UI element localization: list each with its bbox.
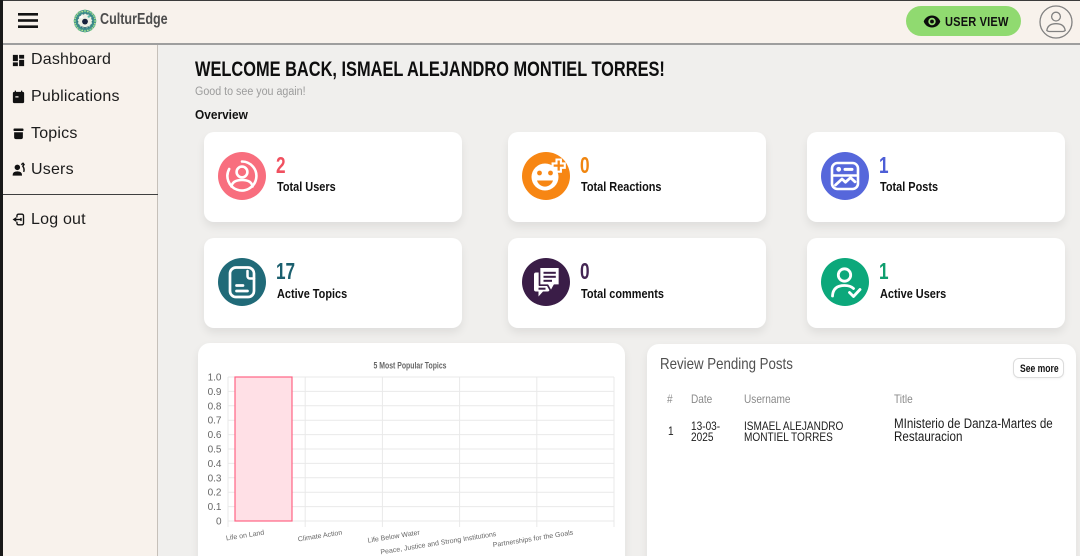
svg-text:0.5: 0.5: [208, 445, 222, 456]
svg-text:0.2: 0.2: [208, 488, 222, 499]
svg-text:Climate Action: Climate Action: [298, 530, 343, 544]
svg-text:0.4: 0.4: [208, 459, 222, 470]
svg-text:0.3: 0.3: [208, 473, 222, 484]
svg-text:0.1: 0.1: [208, 502, 222, 513]
svg-text:1.0: 1.0: [208, 373, 222, 384]
svg-text:0.8: 0.8: [208, 401, 222, 412]
svg-text:Life on Land: Life on Land: [226, 530, 265, 543]
svg-text:0: 0: [216, 517, 222, 528]
svg-text:5 Most Popular Topics: 5 Most Popular Topics: [374, 361, 447, 371]
svg-text:0.7: 0.7: [208, 416, 222, 427]
svg-text:Life Below Water: Life Below Water: [367, 529, 421, 544]
svg-text:Partnerships for the Goals: Partnerships for the Goals: [492, 529, 574, 549]
svg-text:0.9: 0.9: [208, 387, 222, 398]
svg-text:0.6: 0.6: [208, 430, 222, 441]
